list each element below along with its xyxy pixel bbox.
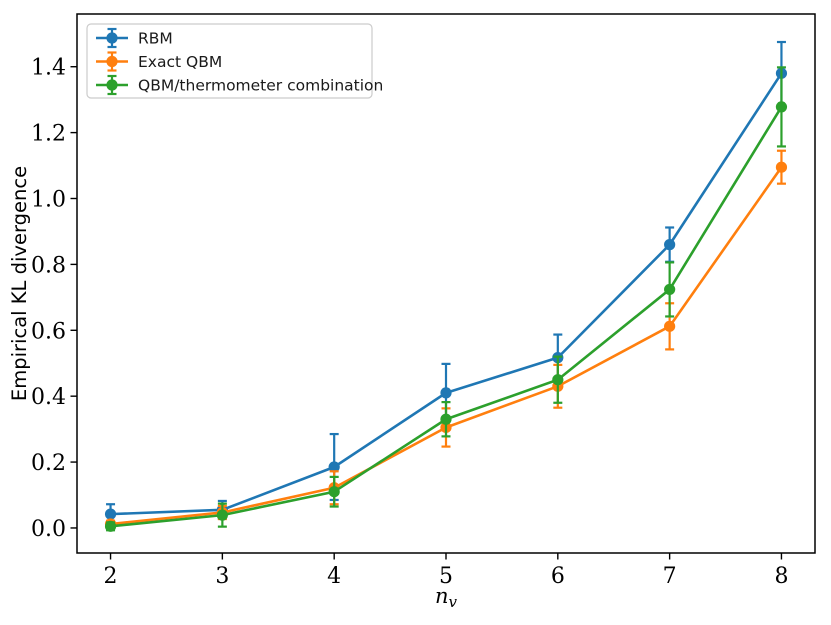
y-tick-label: 0.6	[31, 319, 66, 344]
data-point-marker	[664, 283, 676, 296]
data-point-marker	[775, 161, 788, 173]
y-tick-label: 1.0	[31, 187, 66, 212]
data-point-marker	[328, 461, 340, 473]
data-point-marker	[328, 486, 340, 498]
data-point-marker	[104, 508, 117, 520]
x-tick-label: 4	[327, 564, 341, 589]
axis-ticks: 2 3 4 5 6 7 8 0.0 0.2 0.4 0.6 0.8 1.0 1.2 1.4	[31, 56, 788, 589]
data-point-marker	[216, 509, 228, 521]
y-axis-label: Empirical KL divergence	[8, 166, 31, 401]
data-point-marker	[440, 387, 452, 399]
x-axis-label: nv	[435, 584, 458, 611]
legend: RBM Exact QBM QBM/thermometer combination	[86, 23, 383, 99]
y-tick-label: 1.4	[31, 56, 66, 81]
x-tick-label: 6	[551, 564, 565, 589]
y-tick-label: 0.2	[31, 451, 66, 476]
y-tick-label: 1.2	[31, 122, 66, 147]
legend-key-marker	[106, 32, 118, 44]
legend-item-rbm: RBM	[96, 27, 173, 49]
data-point-marker	[664, 239, 676, 251]
legend-key-marker	[106, 79, 118, 91]
legend-item-label: QBM/thermometer combination	[138, 77, 383, 95]
legend-item-exact-qbm: Exact QBM	[96, 51, 222, 72]
x-tick-label: 3	[215, 564, 229, 589]
legend-item-label: RBM	[138, 30, 173, 48]
data-point-marker	[775, 101, 788, 113]
x-tick-label: 8	[774, 564, 788, 589]
x-tick-label: 5	[439, 564, 453, 589]
legend-box	[86, 23, 373, 99]
y-tick-label: 0.8	[31, 253, 66, 278]
data-point-marker	[552, 374, 564, 386]
plot-area-frame	[76, 13, 816, 554]
x-tick-label: 2	[104, 564, 118, 589]
y-tick-label: 0.4	[31, 385, 66, 410]
data-point-marker	[440, 413, 452, 425]
legend-item-qbm-thermometer-combination: QBM/thermometer combination	[96, 74, 383, 96]
y-tick-label: 0.0	[31, 517, 66, 542]
legend-item-label: Exact QBM	[138, 53, 222, 71]
legend-key-marker	[106, 55, 118, 68]
data-point-marker	[104, 520, 117, 532]
data-point-marker	[664, 320, 676, 332]
x-tick-label: 7	[663, 564, 677, 589]
series-qbm-thermometer-combination	[104, 66, 788, 532]
